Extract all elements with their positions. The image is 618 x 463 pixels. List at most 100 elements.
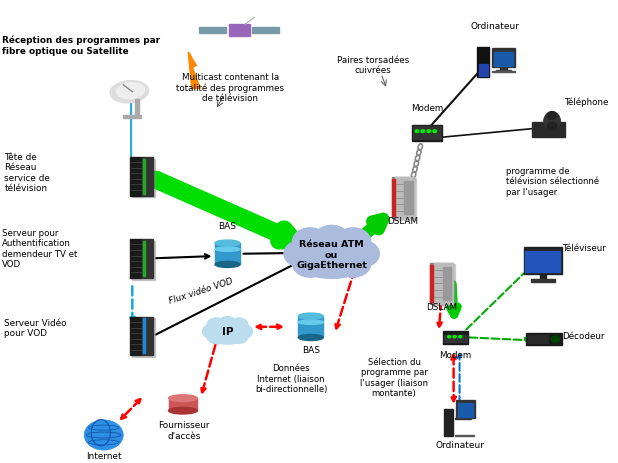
Text: Internet: Internet xyxy=(86,451,122,460)
Circle shape xyxy=(218,317,237,331)
Bar xyxy=(142,239,153,278)
Circle shape xyxy=(415,131,419,133)
Ellipse shape xyxy=(116,84,145,100)
Text: Tête de
Réseau
service de
télévision: Tête de Réseau service de télévision xyxy=(4,153,50,193)
Bar xyxy=(430,265,433,302)
Circle shape xyxy=(207,318,226,332)
Bar xyxy=(528,335,548,344)
Text: Serveur Vidéo
pour VOD: Serveur Vidéo pour VOD xyxy=(4,318,67,338)
Text: Réception des programmes par
fibre optique ou Satellite: Réception des programmes par fibre optiq… xyxy=(2,36,160,56)
Circle shape xyxy=(203,325,221,338)
Bar xyxy=(526,334,562,345)
Bar xyxy=(142,157,153,196)
Bar xyxy=(229,25,250,37)
Bar xyxy=(395,178,414,219)
Ellipse shape xyxy=(298,335,323,341)
Ellipse shape xyxy=(215,262,240,268)
Circle shape xyxy=(459,336,462,338)
Bar xyxy=(525,251,561,273)
Polygon shape xyxy=(189,54,197,88)
Circle shape xyxy=(551,336,560,343)
Bar xyxy=(130,239,142,278)
Bar xyxy=(412,125,442,142)
Text: Sélection du
programme par
l'usager (liaison
montante): Sélection du programme par l'usager (lia… xyxy=(360,357,428,397)
Bar xyxy=(478,48,489,78)
Text: Ordinateur: Ordinateur xyxy=(471,22,520,31)
Circle shape xyxy=(336,250,371,278)
Circle shape xyxy=(421,131,425,133)
Circle shape xyxy=(344,241,379,268)
Circle shape xyxy=(85,420,123,450)
Bar xyxy=(124,115,142,119)
Bar xyxy=(494,52,513,67)
Bar xyxy=(199,28,226,34)
Bar xyxy=(394,179,416,220)
Bar xyxy=(142,317,153,356)
Polygon shape xyxy=(188,53,200,89)
Bar xyxy=(132,319,155,357)
Ellipse shape xyxy=(110,81,148,104)
Bar xyxy=(215,244,240,265)
Bar xyxy=(130,317,142,356)
Text: Flux vidéo VOD: Flux vidéo VOD xyxy=(167,276,234,305)
FancyArrowPatch shape xyxy=(450,284,458,315)
Ellipse shape xyxy=(298,313,323,319)
Bar xyxy=(444,409,452,437)
Text: IP: IP xyxy=(222,327,233,337)
Ellipse shape xyxy=(215,241,240,247)
Bar xyxy=(456,400,475,418)
Ellipse shape xyxy=(205,319,250,344)
Bar xyxy=(169,398,197,411)
Bar xyxy=(540,274,546,281)
Text: Modem: Modem xyxy=(439,350,472,359)
Text: Téléviseur: Téléviseur xyxy=(562,244,606,253)
Bar xyxy=(443,268,451,300)
FancyArrowPatch shape xyxy=(156,180,293,241)
Ellipse shape xyxy=(169,407,197,414)
FancyArrowPatch shape xyxy=(358,219,383,241)
Text: Données
Internet (liaison
bi-directionnelle): Données Internet (liaison bi-directionne… xyxy=(255,364,328,394)
Ellipse shape xyxy=(215,248,240,252)
Bar xyxy=(493,71,515,73)
Bar xyxy=(430,263,453,304)
Bar xyxy=(496,70,511,71)
Bar xyxy=(298,316,323,338)
Text: BAS: BAS xyxy=(219,221,237,230)
Bar xyxy=(458,403,473,417)
Circle shape xyxy=(433,131,436,133)
Circle shape xyxy=(230,318,248,332)
Text: Réseau ATM
ou
GigaEthernet: Réseau ATM ou GigaEthernet xyxy=(296,240,367,269)
Circle shape xyxy=(453,336,456,338)
Circle shape xyxy=(292,250,328,278)
Circle shape xyxy=(547,123,557,131)
Bar xyxy=(444,335,467,343)
Text: BAS: BAS xyxy=(302,345,320,354)
Bar xyxy=(443,331,468,344)
Bar xyxy=(413,127,441,140)
Bar xyxy=(143,159,145,194)
Bar xyxy=(500,68,507,71)
Bar xyxy=(493,49,515,68)
Text: Décodeur: Décodeur xyxy=(562,332,604,341)
Text: Serveur pour
Authentification
demendeur TV et
VOD: Serveur pour Authentification demendeur … xyxy=(2,228,77,269)
Circle shape xyxy=(292,228,328,256)
Text: DSLAM: DSLAM xyxy=(426,302,457,311)
Text: DSLAM: DSLAM xyxy=(387,217,418,226)
Bar xyxy=(392,180,395,217)
Bar xyxy=(392,178,414,219)
Ellipse shape xyxy=(298,320,323,325)
Bar xyxy=(533,123,565,138)
Text: Ordinateur: Ordinateur xyxy=(435,439,484,449)
Bar xyxy=(478,65,488,77)
Bar xyxy=(143,241,145,276)
Circle shape xyxy=(234,325,253,338)
Bar xyxy=(135,100,139,118)
Bar xyxy=(132,241,155,280)
Text: Paires torsadées
cuivrées: Paires torsadées cuivrées xyxy=(337,56,409,75)
Circle shape xyxy=(230,330,248,344)
Circle shape xyxy=(85,420,123,450)
Bar xyxy=(404,182,413,214)
Circle shape xyxy=(207,330,226,344)
Bar xyxy=(143,319,145,354)
Text: Multicast contenant la
totalité des programmes
de télévision: Multicast contenant la totalité des prog… xyxy=(177,73,284,103)
